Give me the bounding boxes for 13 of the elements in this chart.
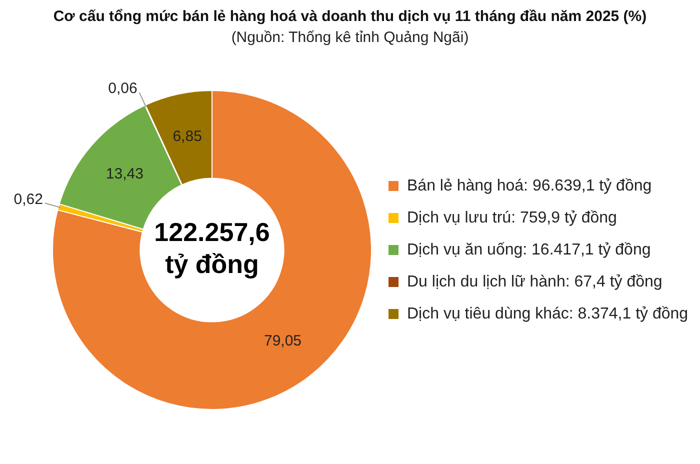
legend-label: Bán lẻ hàng hoá: 96.639,1 tỷ đồng: [407, 177, 652, 194]
chart-subtitle: (Nguồn: Thống kê tỉnh Quảng Ngãi): [230, 29, 470, 46]
text: 122.257,6 tỷ đồng: [154, 217, 270, 280]
data-label: 0,62: [14, 190, 43, 208]
legend-label: Dịch vụ lưu trú: 759,9 tỷ đồng: [407, 209, 617, 226]
legend-label: Du lịch du lịch lữ hành: 67,4 tỷ đồng: [407, 273, 662, 290]
legend-label: Dịch vụ ăn uống: 16.417,1 tỷ đồng: [407, 241, 651, 258]
legend-label: Dịch vụ tiêu dùng khác: 8.374,1 tỷ đồng: [407, 305, 688, 322]
data-label: 6,85: [172, 128, 202, 146]
chart-title: Cơ cấu tổng mức bán lẻ hàng hoá và doanh thu dịch vụ 11 tháng đầu năm 2025 (%): [52, 8, 648, 25]
data-label: 79,05: [264, 332, 302, 350]
data-label: 0,06: [108, 80, 138, 98]
data-label: 13,43: [106, 165, 144, 182]
